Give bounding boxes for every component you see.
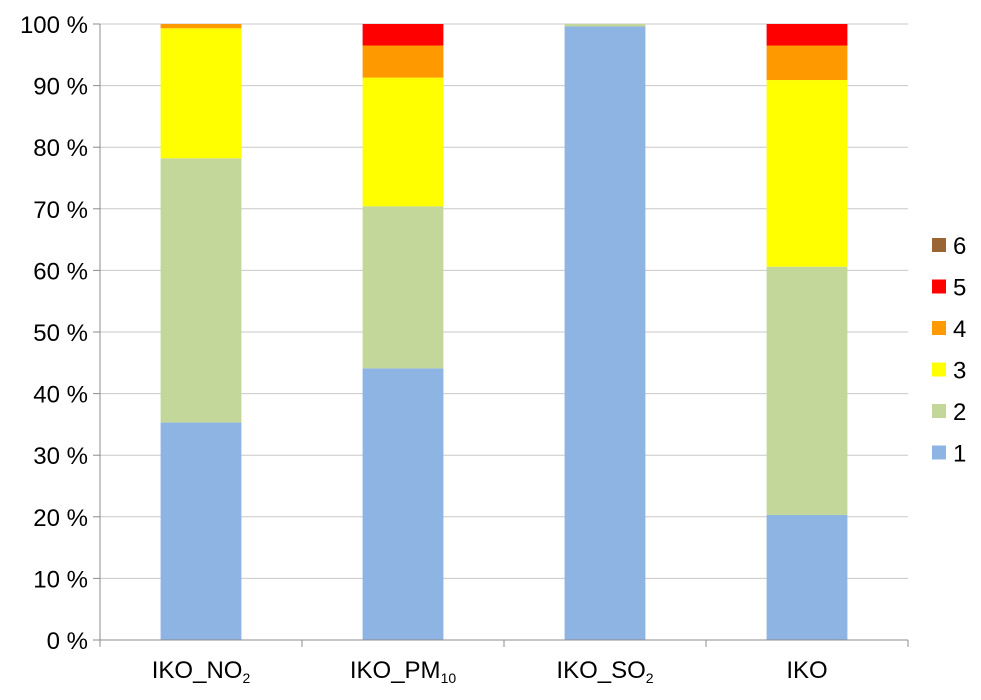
bar-segment-4 — [766, 45, 848, 81]
legend-swatch-5 — [932, 279, 946, 294]
y-tick-label: 80 % — [33, 135, 88, 162]
legend-swatch-1 — [932, 445, 946, 460]
legend-label: 4 — [953, 316, 966, 343]
bar-segment-2 — [160, 158, 242, 423]
y-tick-label: 100 % — [20, 12, 88, 39]
legend-label: 1 — [953, 441, 966, 468]
y-tick-label: 60 % — [33, 258, 88, 285]
bar-segment-2 — [766, 266, 848, 515]
category-label: IKO_NO2 — [152, 657, 251, 686]
y-tick-label: 30 % — [33, 443, 88, 470]
category-labels: IKO_NO2 IKO_PM10 IKO_SO2 IKO — [152, 657, 828, 686]
category-label: IKO_SO2 — [556, 657, 653, 686]
legend: 6 5 4 3 2 1 — [932, 233, 966, 468]
y-tick-label: 40 % — [33, 382, 88, 409]
bar-segment-1 — [766, 514, 848, 640]
legend-swatch-6 — [932, 238, 946, 252]
legend-label: 3 — [953, 358, 966, 385]
bar-segment-2 — [564, 24, 646, 27]
axes — [93, 23, 909, 647]
bar-segment-4 — [160, 24, 242, 29]
bar-segment-3 — [766, 80, 848, 267]
y-tick-labels: 0 % 10 % 20 % 30 % 40 % 50 % 60 % 70 % 80 % 90 % 1… — [20, 12, 88, 655]
bar-segment-1 — [362, 368, 444, 640]
y-tick-label: 10 % — [33, 566, 88, 593]
bar-segment-1 — [564, 26, 646, 641]
bar-segment-5 — [362, 24, 444, 46]
bar-segment-3 — [362, 77, 444, 207]
legend-label: 5 — [953, 275, 966, 302]
y-tick-label: 20 % — [33, 505, 88, 532]
legend-swatch-3 — [932, 362, 946, 377]
bar-segment-4 — [362, 45, 444, 78]
legend-swatch-2 — [932, 404, 946, 418]
legend-label: 2 — [953, 399, 966, 426]
y-tick-label: 0 % — [47, 628, 88, 655]
category-label: IKO — [786, 657, 827, 684]
y-tick-label: 70 % — [33, 197, 88, 224]
bar-segment-1 — [160, 422, 242, 640]
y-tick-label: 90 % — [33, 74, 88, 101]
bar-segment-5 — [766, 24, 848, 46]
bar-segment-3 — [160, 28, 242, 159]
legend-label: 6 — [953, 233, 966, 260]
bar-segment-2 — [362, 206, 444, 369]
bars — [160, 24, 848, 641]
legend-swatch-4 — [932, 321, 946, 335]
category-label: IKO_PM10 — [350, 657, 456, 686]
y-tick-label: 50 % — [33, 320, 88, 347]
